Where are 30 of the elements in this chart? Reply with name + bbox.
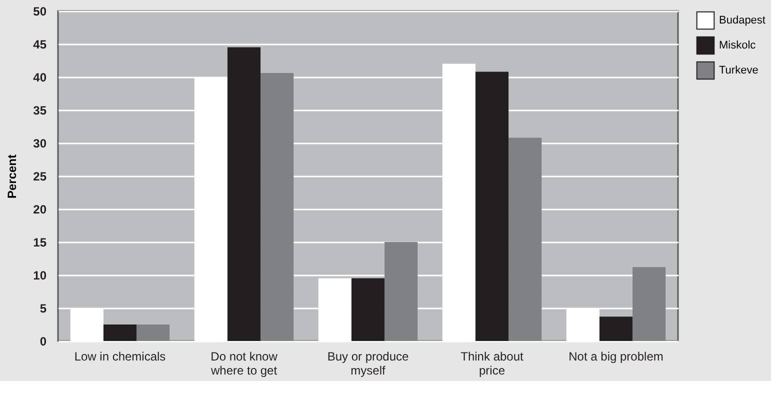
bar	[260, 73, 294, 341]
x-tick-label: Think about price	[460, 350, 524, 378]
y-axis-title: Percent	[5, 154, 20, 199]
bar	[384, 242, 418, 341]
bar	[632, 267, 666, 341]
y-tick-label: 15	[33, 236, 47, 250]
bar	[599, 316, 633, 341]
legend-label: Budapest	[719, 14, 766, 26]
y-tick-label: 45	[33, 38, 47, 52]
x-tick-label: Not a big problem	[568, 350, 664, 364]
y-tick-label: 5	[40, 302, 47, 316]
x-tick-label: Low in chemicals	[74, 350, 166, 364]
y-tick-label: 30	[33, 136, 47, 150]
bar	[351, 278, 385, 341]
y-tick-label: 25	[33, 170, 47, 184]
bar	[103, 324, 137, 341]
bar	[227, 47, 261, 341]
bar	[475, 72, 509, 341]
x-tick-label: Do not know where to get	[210, 350, 278, 378]
bar	[508, 138, 542, 341]
legend-label: Turkeve	[719, 64, 758, 76]
y-tick-label: 40	[33, 70, 47, 84]
bar	[136, 324, 170, 341]
y-tick-label: 10	[33, 268, 47, 282]
y-tick-label: 20	[33, 202, 47, 216]
y-tick-label: 0	[40, 334, 47, 348]
legend-label: Miskolc	[719, 40, 756, 52]
y-tick-label: 35	[33, 104, 47, 118]
x-tick-label: Buy or produce myself	[327, 350, 410, 378]
y-tick-label: 50	[33, 4, 47, 18]
